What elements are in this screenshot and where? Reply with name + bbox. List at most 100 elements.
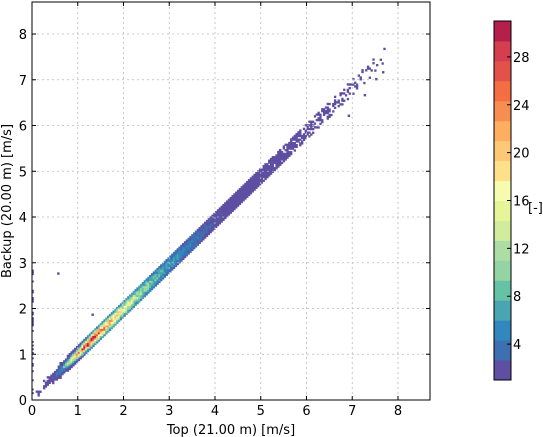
density-cell bbox=[242, 199, 245, 202]
density-cell bbox=[165, 271, 168, 275]
density-cell bbox=[32, 291, 34, 294]
density-cell bbox=[306, 127, 309, 131]
density-cell bbox=[205, 229, 209, 232]
density-cell bbox=[311, 127, 315, 131]
density-cell bbox=[253, 182, 256, 186]
density-cell bbox=[39, 390, 42, 393]
density-cell bbox=[321, 120, 324, 124]
density-cell bbox=[231, 200, 234, 203]
density-cell bbox=[37, 392, 40, 395]
density-cell bbox=[74, 351, 77, 354]
density-cell bbox=[119, 314, 123, 317]
density-cell bbox=[165, 268, 168, 271]
density-cell bbox=[96, 331, 99, 335]
density-cell bbox=[231, 202, 234, 205]
density-cell bbox=[268, 174, 271, 177]
colorbar-swatch bbox=[494, 100, 511, 122]
density-cell bbox=[205, 223, 209, 226]
density-cell bbox=[52, 378, 55, 381]
colorbar-swatch bbox=[494, 340, 511, 361]
density-cell bbox=[70, 356, 73, 360]
density-cell bbox=[118, 316, 121, 319]
density-cell bbox=[202, 230, 205, 234]
density-cell bbox=[251, 179, 254, 182]
density-cell bbox=[277, 161, 280, 165]
density-cell bbox=[209, 220, 212, 223]
density-cell bbox=[280, 152, 284, 155]
density-cell bbox=[260, 172, 264, 175]
density-cell bbox=[52, 376, 55, 379]
density-cell bbox=[240, 191, 243, 195]
density-cell bbox=[112, 321, 115, 324]
density-cell bbox=[174, 261, 178, 264]
density-cell bbox=[86, 340, 90, 344]
density-cell bbox=[176, 262, 179, 266]
density-cell bbox=[213, 218, 216, 221]
density-cell bbox=[152, 275, 156, 278]
density-cell bbox=[128, 294, 132, 297]
density-cell bbox=[372, 62, 375, 65]
density-cell bbox=[50, 379, 53, 383]
density-cell bbox=[70, 362, 73, 365]
density-cell bbox=[355, 87, 359, 90]
density-cell bbox=[247, 188, 251, 191]
density-cell bbox=[284, 158, 287, 161]
density-cell bbox=[132, 298, 135, 301]
density-cell bbox=[240, 186, 243, 189]
density-cell bbox=[156, 267, 159, 271]
density-cell bbox=[152, 282, 156, 285]
density-cell bbox=[105, 330, 108, 333]
density-cell bbox=[255, 179, 258, 182]
y-tick-label: 3 bbox=[19, 257, 27, 272]
density-cell bbox=[235, 202, 238, 205]
density-cell bbox=[246, 193, 249, 197]
density-cell bbox=[94, 342, 97, 346]
density-cell bbox=[293, 143, 297, 147]
density-cell bbox=[90, 340, 93, 344]
density-cell bbox=[150, 276, 154, 280]
density-cell bbox=[101, 333, 104, 337]
density-cell bbox=[143, 283, 146, 287]
density-cell bbox=[249, 184, 253, 187]
density-cell bbox=[53, 372, 57, 376]
density-cell bbox=[97, 333, 101, 337]
density-cell bbox=[196, 228, 200, 232]
density-cell bbox=[304, 129, 307, 132]
density-cell bbox=[194, 230, 198, 233]
density-cell bbox=[269, 165, 273, 168]
density-cell bbox=[269, 157, 273, 161]
density-cell bbox=[214, 218, 218, 221]
density-cell bbox=[333, 95, 337, 99]
density-cell bbox=[235, 197, 238, 200]
density-cell bbox=[94, 328, 97, 331]
density-cell bbox=[337, 99, 340, 102]
density-cell bbox=[222, 216, 225, 220]
density-cell bbox=[266, 172, 269, 175]
density-cell bbox=[85, 340, 88, 344]
density-cell bbox=[235, 195, 238, 198]
density-cell bbox=[81, 351, 84, 354]
density-cell bbox=[94, 331, 97, 335]
density-cell bbox=[189, 241, 192, 244]
density-cell bbox=[260, 177, 264, 180]
density-cell bbox=[99, 324, 103, 328]
density-cell bbox=[119, 305, 123, 308]
density-cell bbox=[118, 319, 121, 323]
density-cell bbox=[218, 213, 221, 216]
density-cell bbox=[85, 348, 88, 351]
density-cell bbox=[101, 335, 104, 339]
density-cell bbox=[255, 172, 258, 175]
density-cell bbox=[315, 118, 318, 122]
density-cell bbox=[198, 228, 201, 232]
density-cell bbox=[171, 255, 174, 258]
density-cell bbox=[240, 193, 243, 196]
density-cell bbox=[180, 259, 183, 262]
density-cell bbox=[324, 111, 328, 115]
density-cell bbox=[288, 154, 291, 158]
density-cell bbox=[207, 221, 210, 225]
density-cell bbox=[171, 268, 174, 271]
density-cell bbox=[178, 257, 181, 260]
density-cell bbox=[136, 300, 139, 303]
density-cell bbox=[130, 301, 134, 305]
density-cell bbox=[134, 300, 137, 303]
